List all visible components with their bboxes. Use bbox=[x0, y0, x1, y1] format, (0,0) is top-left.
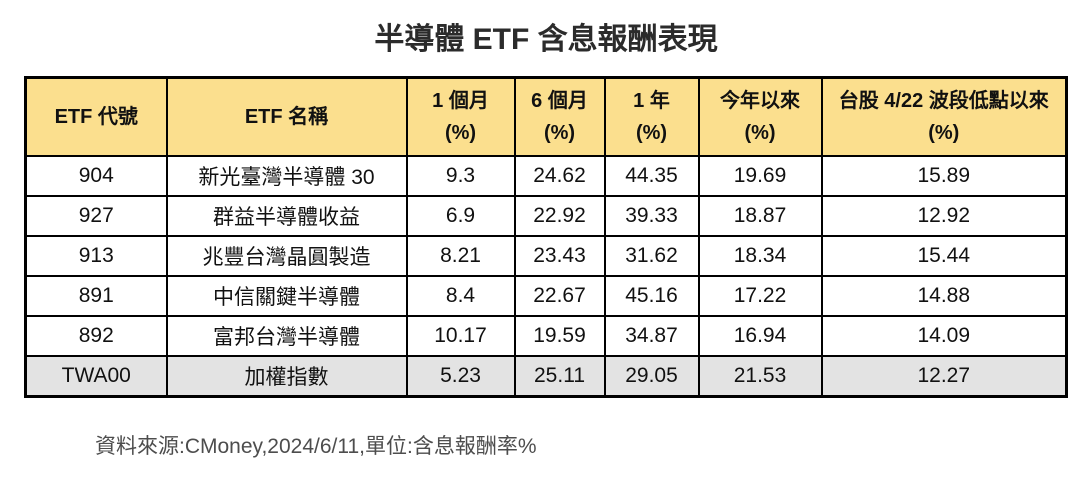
cell-six_month: 24.62 bbox=[513, 155, 606, 197]
column-unit: (%) bbox=[744, 122, 776, 144]
cell-ytd: 19.69 bbox=[697, 155, 823, 197]
cell-one_month: 5.23 bbox=[405, 355, 516, 398]
cell-one_month: 8.4 bbox=[405, 275, 516, 317]
column-label: ETF 代號 bbox=[54, 106, 138, 128]
table-row: 904 新光臺灣半導體 30 9.3 24.62 44.35 19.69 15.89 bbox=[24, 155, 1068, 197]
table-row-index: TWA00 加權指數 5.23 25.11 29.05 21.53 12.27 bbox=[24, 355, 1068, 398]
table-header: ETF 代號 ETF 名稱 1 個月 (%) 6 個月 (%) 1 年 (%) 今年以來 (%) 台… bbox=[24, 76, 1068, 157]
cell-one_month: 6.9 bbox=[405, 195, 516, 237]
column-label: 1 個月 bbox=[432, 90, 489, 112]
cell-six_month: 23.43 bbox=[513, 235, 606, 277]
table-row: 891 中信關鍵半導體 8.4 22.67 45.16 17.22 14.88 bbox=[24, 275, 1068, 317]
cell-ytd: 18.34 bbox=[697, 235, 823, 277]
cell-etf_code: 904 bbox=[24, 155, 168, 197]
page-title: 半導體 ETF 含息報酬表現 bbox=[374, 23, 718, 56]
column-unit: (%) bbox=[543, 122, 576, 144]
cell-six_month: 22.67 bbox=[513, 275, 606, 317]
table-body: 904 新光臺灣半導體 30 9.3 24.62 44.35 19.69 15.89 927 群… bbox=[24, 155, 1068, 398]
cell-six_month: 19.59 bbox=[513, 315, 606, 357]
cell-one_year: 29.05 bbox=[603, 355, 700, 398]
cell-ytd: 17.22 bbox=[697, 275, 823, 317]
table-row: 927 群益半導體收益 6.9 22.92 39.33 18.87 12.92 bbox=[24, 195, 1068, 237]
column-label: 1 年 bbox=[633, 90, 670, 112]
column-header-six_month: 6 個月 (%) bbox=[513, 76, 606, 157]
cell-etf_name: 群益半導體收益 bbox=[165, 195, 408, 237]
cell-etf_name: 兆豐台灣晶圓製造 bbox=[165, 235, 408, 277]
cell-one_month: 10.17 bbox=[405, 315, 516, 357]
cell-etf_name: 加權指數 bbox=[165, 355, 408, 398]
column-header-one_year: 1 年 (%) bbox=[603, 76, 700, 157]
column-unit: (%) bbox=[444, 122, 477, 144]
cell-six_month: 22.92 bbox=[513, 195, 606, 237]
cell-one_month: 9.3 bbox=[405, 155, 516, 197]
column-header-one_month: 1 個月 (%) bbox=[405, 76, 516, 157]
column-label: ETF 名稱 bbox=[244, 106, 329, 128]
cell-one_year: 44.35 bbox=[603, 155, 700, 197]
cell-one_year: 34.87 bbox=[603, 315, 700, 357]
cell-since_low_422: 14.09 bbox=[820, 315, 1068, 357]
cell-one_year: 31.62 bbox=[603, 235, 700, 277]
cell-etf_code: 913 bbox=[24, 235, 168, 277]
table-header-row: ETF 代號 ETF 名稱 1 個月 (%) 6 個月 (%) 1 年 (%) 今年以來 (%) 台… bbox=[24, 76, 1068, 157]
cell-etf_name: 新光臺灣半導體 30 bbox=[165, 155, 408, 197]
cell-one_year: 39.33 bbox=[603, 195, 700, 237]
cell-since_low_422: 12.27 bbox=[820, 355, 1068, 398]
cell-since_low_422: 15.44 bbox=[820, 235, 1068, 277]
cell-since_low_422: 12.92 bbox=[820, 195, 1068, 237]
cell-etf_code: TWA00 bbox=[24, 355, 168, 398]
table-row: 892 富邦台灣半導體 10.17 19.59 34.87 16.94 14.09 bbox=[24, 315, 1068, 357]
cell-one_year: 45.16 bbox=[603, 275, 700, 317]
etf-returns-table: ETF 代號 ETF 名稱 1 個月 (%) 6 個月 (%) 1 年 (%) 今年以來 (%) 台… bbox=[24, 76, 1068, 398]
cell-ytd: 16.94 bbox=[697, 315, 823, 357]
cell-etf_code: 891 bbox=[24, 275, 168, 317]
cell-ytd: 18.87 bbox=[697, 195, 823, 237]
column-header-ytd: 今年以來 (%) bbox=[697, 76, 823, 157]
column-header-etf_code: ETF 代號 bbox=[24, 76, 168, 157]
cell-ytd: 21.53 bbox=[697, 355, 823, 398]
table-row: 913 兆豐台灣晶圓製造 8.21 23.43 31.62 18.34 15.44 bbox=[24, 235, 1068, 277]
column-unit: (%) bbox=[635, 122, 668, 144]
column-unit: (%) bbox=[928, 122, 960, 144]
cell-etf_code: 927 bbox=[24, 195, 168, 237]
column-label: 台股 4/22 波段低點以來 bbox=[838, 90, 1049, 112]
cell-since_low_422: 14.88 bbox=[820, 275, 1068, 317]
column-label: 今年以來 bbox=[720, 90, 800, 112]
cell-one_month: 8.21 bbox=[405, 235, 516, 277]
cell-etf_name: 中信關鍵半導體 bbox=[165, 275, 408, 317]
cell-since_low_422: 15.89 bbox=[820, 155, 1068, 197]
cell-six_month: 25.11 bbox=[513, 355, 606, 398]
cell-etf_name: 富邦台灣半導體 bbox=[165, 315, 408, 357]
cell-etf_code: 892 bbox=[24, 315, 168, 357]
column-label: 6 個月 bbox=[531, 90, 588, 112]
column-header-since_low_422: 台股 4/22 波段低點以來 (%) bbox=[820, 76, 1068, 157]
column-header-etf_name: ETF 名稱 bbox=[165, 76, 408, 157]
source-note: 資料來源:CMoney,2024/6/11,單位:含息報酬率% bbox=[95, 435, 537, 458]
